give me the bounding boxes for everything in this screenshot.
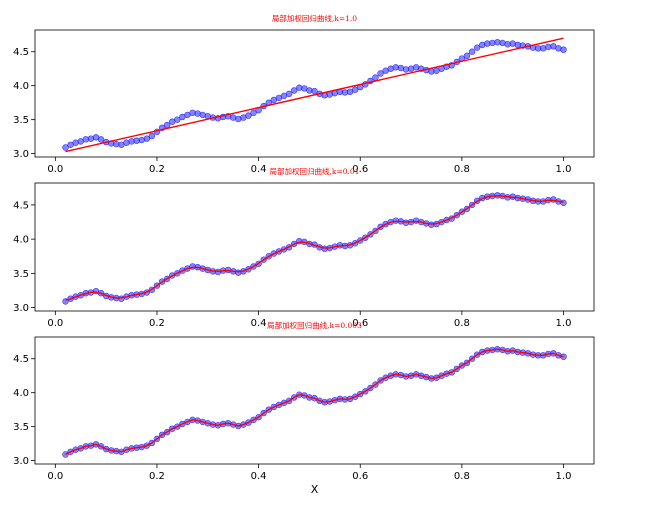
data-point: [463, 52, 471, 60]
data-points: [62, 346, 567, 458]
x-tick-label: 0.4: [251, 318, 267, 329]
x-tick-label: 0.6: [352, 164, 368, 175]
data-point: [372, 74, 379, 81]
data-point: [148, 132, 156, 140]
x-tick-label: 0.6: [352, 318, 368, 329]
y-tick-label: 4.5: [13, 354, 29, 365]
x-tick-label: 0.4: [251, 471, 267, 482]
data-point: [143, 135, 151, 142]
y-tick-label: 3.5: [13, 269, 29, 280]
x-tick-label: 0.0: [47, 318, 63, 329]
x-tick-label: 0.0: [47, 164, 63, 175]
data-point: [468, 48, 476, 55]
x-tick-label: 1.0: [556, 164, 572, 175]
y-tick-label: 3.5: [13, 115, 29, 126]
x-tick-label: 0.0: [47, 471, 63, 482]
regression-line: [65, 37, 564, 153]
regression-line: [65, 348, 564, 456]
x-axis-label: X: [311, 483, 319, 496]
y-tick-label: 3.0: [13, 456, 29, 467]
data-point: [62, 144, 69, 151]
data-point: [97, 136, 105, 143]
x-tick-label: 1.0: [556, 471, 572, 482]
x-tick-label: 1.0: [556, 318, 572, 329]
chart-title: 局部加权回归曲线,k=1.0: [272, 13, 357, 23]
regression-line: [65, 195, 564, 301]
y-tick-label: 3.0: [13, 149, 29, 160]
data-point: [245, 112, 252, 119]
plot-frame: [34, 336, 595, 465]
x-tick-label: 0.8: [454, 318, 470, 329]
chart-title: 局部加权回归曲线,k=0.01: [270, 166, 360, 176]
y-tick-label: 4.5: [13, 47, 29, 58]
data-point: [250, 109, 257, 117]
x-tick-label: 0.2: [149, 471, 165, 482]
x-tick-label: 0.8: [454, 471, 470, 482]
y-tick-label: 4.0: [13, 81, 29, 92]
data-point: [560, 199, 567, 207]
chart-panel-1: 0.0 0.2 0.4 0.6 0.8 1.0 3.0 3.5 4.0 4.5 局部加权回归曲线,k…: [13, 13, 595, 175]
x-tick-label: 0.6: [352, 471, 368, 482]
data-point: [290, 87, 298, 94]
y-tick-label: 3.0: [13, 303, 29, 314]
y-tick-label: 4.0: [13, 388, 29, 399]
data-point: [351, 86, 359, 93]
data-point: [560, 46, 567, 53]
y-tick-label: 4.5: [13, 200, 29, 211]
data-point: [311, 87, 318, 95]
data-point: [163, 121, 171, 129]
data-point: [174, 116, 181, 123]
x-tick-label: 0.8: [454, 164, 470, 175]
chart-panel-3: 0.0 0.2 0.4 0.6 0.8 1.0 3.0 3.5 4.0 4.5 局部加权回归曲线,k…: [13, 320, 595, 496]
data-point: [377, 70, 384, 77]
data-point: [473, 44, 481, 51]
x-tick-label: 0.2: [149, 318, 165, 329]
chart-panel-2: 0.0 0.2 0.4 0.6 0.8 1.0 3.0 3.5 4.0 4.5 局部加权回归曲线,k…: [13, 166, 595, 329]
chart-title: 局部加权回归曲线,k=0.003: [267, 320, 362, 330]
y-tick-label: 3.5: [13, 422, 29, 433]
plot-frame: [34, 29, 595, 158]
data-point: [285, 90, 293, 98]
plot-frame: [34, 182, 595, 312]
data-points: [62, 192, 567, 305]
x-tick-label: 0.4: [251, 164, 267, 175]
x-tick-label: 0.2: [149, 164, 165, 175]
y-tick-label: 4.0: [13, 235, 29, 246]
